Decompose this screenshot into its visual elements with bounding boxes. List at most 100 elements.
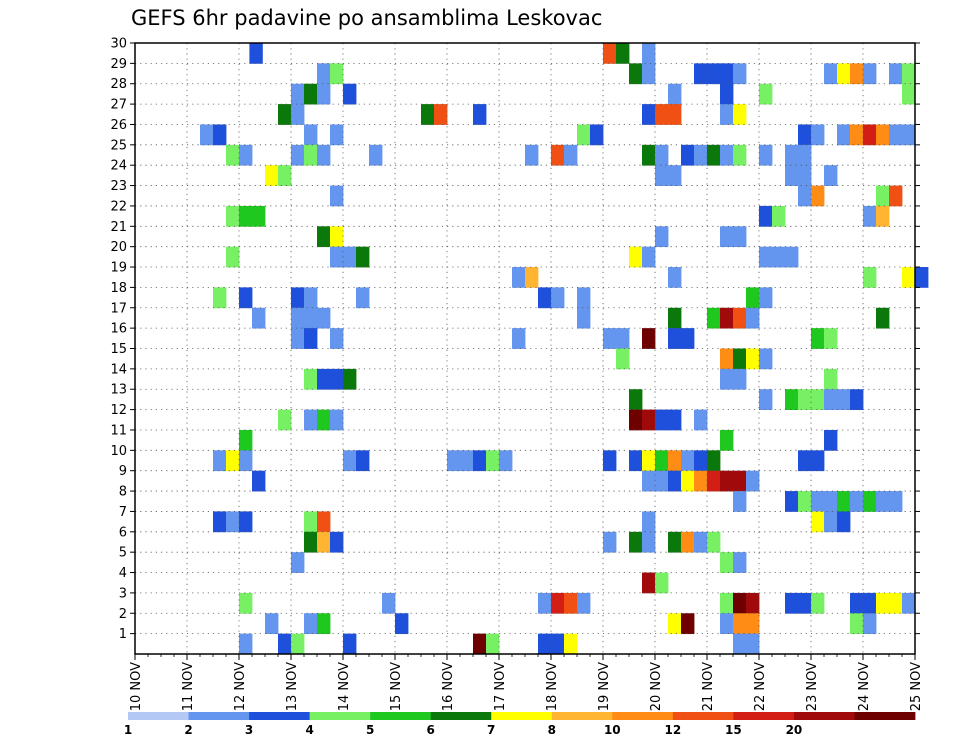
heatmap-cell bbox=[642, 450, 656, 472]
heatmap-cell bbox=[317, 83, 331, 105]
color-legend: 1 2 3 4 5 6 7 8 10 12 15 20 bbox=[124, 712, 916, 737]
x-tick-label: 14 NOV bbox=[337, 662, 352, 711]
legend-swatch bbox=[672, 712, 734, 720]
heatmap-cell bbox=[577, 287, 591, 309]
heatmap-cell bbox=[421, 104, 435, 125]
heatmap-cell bbox=[733, 307, 747, 329]
heatmap-cell bbox=[304, 307, 318, 329]
heatmap-cell bbox=[850, 389, 864, 410]
y-axis-ticks: 1234567891011121314151617181920212223242… bbox=[110, 37, 920, 642]
x-tick-label: 22 NOV bbox=[753, 662, 768, 711]
legend-swatch bbox=[551, 712, 613, 720]
heatmap-cell bbox=[824, 165, 838, 186]
heatmap-cell bbox=[811, 491, 825, 512]
heatmap-cell bbox=[655, 470, 669, 492]
heatmap-cell bbox=[876, 307, 890, 329]
heatmap-cell bbox=[889, 63, 903, 85]
heatmap-cell bbox=[720, 144, 734, 166]
legend-label: 3 bbox=[245, 723, 253, 737]
heatmap-cell bbox=[681, 144, 695, 166]
heatmap-cell bbox=[850, 592, 864, 614]
legend-swatch bbox=[309, 712, 371, 720]
legend-label: 1 bbox=[124, 723, 132, 737]
heatmap-cell bbox=[655, 572, 669, 594]
y-tick-label: 21 bbox=[110, 220, 127, 235]
heatmap-cell bbox=[629, 531, 643, 553]
heatmap-cell bbox=[772, 246, 786, 268]
heatmap-cell bbox=[330, 368, 344, 390]
heatmap-cell bbox=[629, 246, 643, 268]
heatmap-cell bbox=[837, 63, 851, 85]
heatmap-cell bbox=[538, 633, 552, 655]
heatmap-cell bbox=[733, 491, 747, 512]
heatmap-cell bbox=[837, 511, 851, 533]
heatmap-cell bbox=[876, 205, 890, 227]
heatmap-cell bbox=[655, 144, 669, 166]
heatmap-cell bbox=[733, 144, 747, 166]
heatmap-cell bbox=[759, 389, 773, 410]
heatmap-cell bbox=[564, 633, 578, 655]
heatmap-cell bbox=[811, 389, 825, 410]
heatmap-cell bbox=[473, 633, 487, 655]
heatmap-cell bbox=[616, 328, 630, 349]
heatmap-cell bbox=[382, 592, 396, 614]
y-tick-label: 25 bbox=[110, 138, 127, 153]
heatmap-cell bbox=[720, 368, 734, 390]
x-tick-label: 12 NOV bbox=[233, 662, 248, 711]
heatmap-cell bbox=[434, 104, 448, 125]
legend-swatch bbox=[793, 712, 855, 720]
heatmap-cell bbox=[304, 124, 318, 146]
heatmap-cell bbox=[564, 144, 578, 166]
heatmap-cell bbox=[759, 246, 773, 268]
heatmap-cell bbox=[668, 531, 682, 553]
heatmap-cell bbox=[460, 450, 474, 472]
x-tick-label: 18 NOV bbox=[545, 662, 560, 711]
heatmap-cell bbox=[330, 63, 344, 85]
heatmap-cell bbox=[707, 531, 721, 553]
grid-lines bbox=[135, 42, 915, 654]
heatmap-cell bbox=[733, 368, 747, 390]
heatmap-cell bbox=[889, 124, 903, 146]
heatmap-cell bbox=[824, 429, 838, 451]
heatmap-cell bbox=[278, 165, 292, 186]
heatmap-cell bbox=[239, 287, 253, 309]
heatmap-cell bbox=[837, 491, 851, 512]
heatmap-cell bbox=[551, 287, 565, 309]
legend-label: 7 bbox=[487, 723, 495, 737]
heatmap-cell bbox=[330, 246, 344, 268]
heatmap-cell bbox=[824, 389, 838, 410]
heatmap-cell bbox=[512, 328, 526, 349]
heatmap-cell bbox=[317, 307, 331, 329]
heatmap-cell bbox=[889, 592, 903, 614]
heatmap-cell bbox=[252, 205, 266, 227]
heatmap-cell bbox=[291, 328, 305, 349]
y-tick-label: 24 bbox=[110, 159, 127, 174]
legend-label: 4 bbox=[305, 723, 313, 737]
heatmap-cell bbox=[720, 552, 734, 573]
heatmap-cell bbox=[629, 409, 643, 431]
heatmap-cell bbox=[304, 409, 318, 431]
heatmap-cell bbox=[785, 592, 799, 614]
heatmap-cell bbox=[616, 348, 630, 370]
legend-label: 12 bbox=[664, 723, 681, 737]
heatmap-cell bbox=[824, 328, 838, 349]
heatmap-cell bbox=[811, 328, 825, 349]
heatmap-cell bbox=[239, 511, 253, 533]
heatmap-cell bbox=[863, 205, 877, 227]
heatmap-cell bbox=[343, 368, 357, 390]
legend-swatch bbox=[854, 712, 916, 720]
heatmap-cell bbox=[291, 83, 305, 105]
x-tick-label: 19 NOV bbox=[597, 662, 612, 711]
heatmap-cell bbox=[213, 124, 227, 146]
legend-swatch bbox=[491, 712, 553, 720]
heatmap-cell bbox=[239, 205, 253, 227]
heatmap-cell bbox=[694, 531, 708, 553]
legend-swatch bbox=[128, 712, 189, 720]
heatmap-cell bbox=[330, 226, 344, 248]
heatmap-cell bbox=[863, 267, 877, 288]
heatmap-cell bbox=[603, 531, 617, 553]
heatmap-cell bbox=[824, 491, 838, 512]
legend-label: 20 bbox=[786, 723, 803, 737]
heatmap-cell bbox=[252, 470, 266, 492]
y-tick-label: 4 bbox=[119, 566, 127, 581]
